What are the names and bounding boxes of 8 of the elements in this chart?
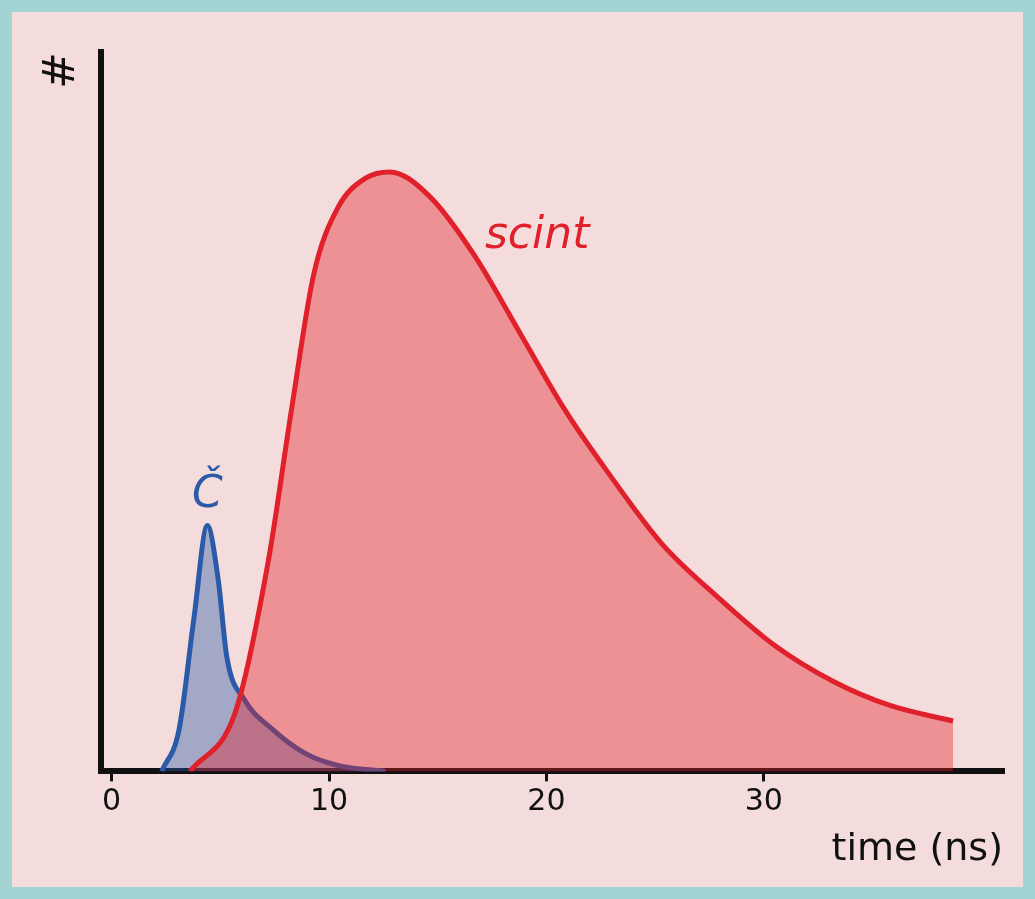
series-label: scint <box>484 207 592 259</box>
x-tick-label: 20 <box>527 782 566 818</box>
y-axis-title: # <box>32 52 84 89</box>
x-axis-title: time (ns) <box>831 825 1003 870</box>
x-tick-label: 0 <box>102 782 122 818</box>
x-tick-label: 30 <box>744 782 783 818</box>
x-tick-label: 10 <box>309 782 349 818</box>
series-label: Č <box>191 465 223 518</box>
